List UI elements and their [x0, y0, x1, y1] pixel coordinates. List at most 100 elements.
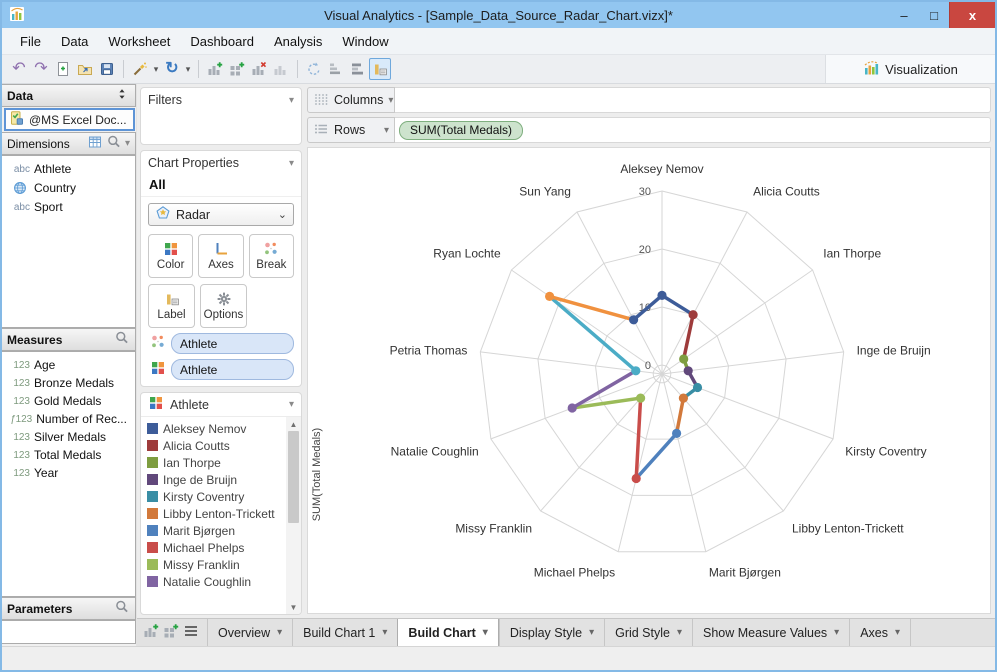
- tab-show-measure-values[interactable]: Show Measure Values ▾: [692, 619, 849, 646]
- sort-updown-icon[interactable]: [114, 86, 130, 105]
- options-button[interactable]: Options: [200, 284, 247, 328]
- field-item-silver-medals[interactable]: 123 Silver Medals: [2, 428, 135, 446]
- add-chart-button[interactable]: [143, 623, 159, 642]
- radar-point[interactable]: [636, 393, 646, 403]
- chevron-down-icon[interactable]: ▾: [124, 138, 130, 149]
- add-chart-button[interactable]: [204, 58, 226, 80]
- radar-point[interactable]: [545, 291, 555, 301]
- radar-point[interactable]: [657, 290, 667, 300]
- collapse-icon[interactable]: ▾: [288, 94, 294, 106]
- search-icon[interactable]: [114, 330, 130, 346]
- break-button[interactable]: Break: [248, 234, 294, 278]
- sort-bars-button[interactable]: [325, 58, 347, 80]
- field-item-bronze-medals[interactable]: 123 Bronze Medals: [2, 374, 135, 392]
- chevron-down-icon[interactable]: ▾: [277, 627, 283, 638]
- updown-icon[interactable]: [114, 86, 130, 102]
- menu-data[interactable]: Data: [60, 33, 89, 49]
- legend-item[interactable]: Kirsty Coventry: [147, 488, 286, 505]
- field-item-age[interactable]: 123 Age: [2, 356, 135, 374]
- chevron-down-icon[interactable]: ▾: [185, 63, 191, 74]
- collapse-icon[interactable]: ▾: [288, 157, 294, 169]
- table-view-icon[interactable]: [87, 134, 103, 153]
- tab-grid-style[interactable]: Grid Style ▾: [604, 619, 692, 646]
- color-field-pill[interactable]: Athlete: [171, 359, 294, 380]
- chevron-down-icon[interactable]: ▾: [153, 63, 159, 74]
- add-grid-button[interactable]: [226, 58, 248, 80]
- refresh-button[interactable]: ↻: [161, 58, 183, 80]
- search-icon[interactable]: [106, 134, 122, 153]
- visualization-button[interactable]: Visualization: [825, 55, 995, 83]
- field-item-country[interactable]: Country: [2, 178, 135, 198]
- legend-item[interactable]: Libby Lenton-Trickett: [147, 505, 286, 522]
- chevron-down-icon[interactable]: ▾: [894, 627, 901, 638]
- save-button[interactable]: [96, 58, 118, 80]
- scroll-down-icon[interactable]: ▼: [289, 602, 298, 612]
- radar-point[interactable]: [692, 382, 703, 393]
- field-item-sport[interactable]: abc Sport: [2, 198, 135, 216]
- search-icon[interactable]: [114, 599, 130, 615]
- columns-shelf-label[interactable]: Columns ▾: [307, 87, 395, 113]
- close-button[interactable]: x: [949, 2, 995, 28]
- axes-button[interactable]: Axes: [198, 234, 244, 278]
- label-button[interactable]: Label: [148, 284, 195, 328]
- chevron-down-icon[interactable]: ▾: [834, 627, 840, 638]
- search-icon[interactable]: [114, 599, 130, 618]
- chevron-down-icon[interactable]: ▾: [288, 399, 294, 410]
- chart-muted-button[interactable]: [270, 58, 292, 80]
- chart-label-button[interactable]: [369, 58, 391, 80]
- color-button[interactable]: Color: [148, 234, 194, 278]
- radar-point[interactable]: [631, 473, 641, 484]
- add-grid-button[interactable]: [163, 623, 179, 642]
- rotate-chart-button[interactable]: [303, 58, 325, 80]
- radar-point[interactable]: [683, 366, 693, 376]
- field-item-total-medals[interactable]: 123 Total Medals: [2, 446, 135, 464]
- table-view-icon[interactable]: [87, 134, 103, 150]
- legend-item[interactable]: Ian Thorpe: [147, 454, 286, 471]
- radar-point[interactable]: [672, 428, 682, 438]
- search-icon[interactable]: [106, 134, 122, 150]
- menu-dashboard[interactable]: Dashboard: [190, 33, 254, 49]
- field-item-number-of-rec-[interactable]: ƒ123 Number of Rec...: [2, 410, 135, 428]
- tab-display-style[interactable]: Display Style ▾: [498, 619, 604, 646]
- chevron-down-icon[interactable]: ▾: [676, 627, 683, 638]
- redo-button[interactable]: ↷: [30, 58, 52, 80]
- undo-button[interactable]: ↶: [8, 58, 30, 80]
- maximize-button[interactable]: □: [930, 7, 938, 23]
- menu-file[interactable]: File: [20, 33, 41, 49]
- data-source-item[interactable]: @MS Excel Doc...: [4, 108, 135, 131]
- tab-axes[interactable]: Axes ▾: [849, 619, 912, 646]
- rows-shelf-label[interactable]: Rows ▾: [307, 117, 395, 143]
- format-wand-button[interactable]: [129, 58, 151, 80]
- legend-scrollbar[interactable]: ▲ ▼: [286, 417, 301, 614]
- legend-item[interactable]: Alicia Coutts: [147, 437, 286, 454]
- field-item-year[interactable]: 123 Year: [2, 464, 135, 482]
- tab-build-chart-1[interactable]: Build Chart 1 ▾: [292, 619, 397, 646]
- field-item-athlete[interactable]: abc Athlete: [2, 160, 135, 178]
- break-field-pill[interactable]: Athlete: [171, 333, 294, 354]
- shelf-pill[interactable]: SUM(Total Medals): [399, 120, 524, 140]
- chart-type-select[interactable]: Radar ⌄: [148, 203, 294, 226]
- field-item-gold-medals[interactable]: 123 Gold Medals: [2, 392, 135, 410]
- radar-point[interactable]: [629, 315, 639, 325]
- bar-rows-button[interactable]: [347, 58, 369, 80]
- radar-point[interactable]: [567, 403, 577, 413]
- chevron-down-icon[interactable]: ▾: [589, 627, 595, 638]
- legend-item[interactable]: Natalie Coughlin: [147, 573, 286, 590]
- minimize-button[interactable]: –: [900, 7, 908, 23]
- legend-item[interactable]: Aleksey Nemov: [147, 420, 286, 437]
- chevron-down-icon[interactable]: ▾: [382, 627, 388, 638]
- legend-item[interactable]: Inge de Bruijn: [147, 471, 286, 488]
- legend-item[interactable]: Michael Phelps: [147, 539, 286, 556]
- open-folder-button[interactable]: [74, 58, 96, 80]
- new-document-button[interactable]: [52, 58, 74, 80]
- search-icon[interactable]: [114, 330, 130, 349]
- scroll-up-icon[interactable]: ▲: [289, 419, 298, 429]
- scrollbar-thumb[interactable]: [288, 431, 299, 523]
- radar-point[interactable]: [679, 354, 689, 364]
- rows-shelf-box[interactable]: SUM(Total Medals): [395, 117, 991, 143]
- legend-item[interactable]: Missy Franklin: [147, 556, 286, 573]
- menu-worksheet[interactable]: Worksheet: [108, 33, 171, 49]
- radar-point[interactable]: [688, 310, 698, 320]
- chevron-down-icon[interactable]: ▾: [482, 627, 488, 638]
- menu-window[interactable]: Window: [342, 33, 389, 49]
